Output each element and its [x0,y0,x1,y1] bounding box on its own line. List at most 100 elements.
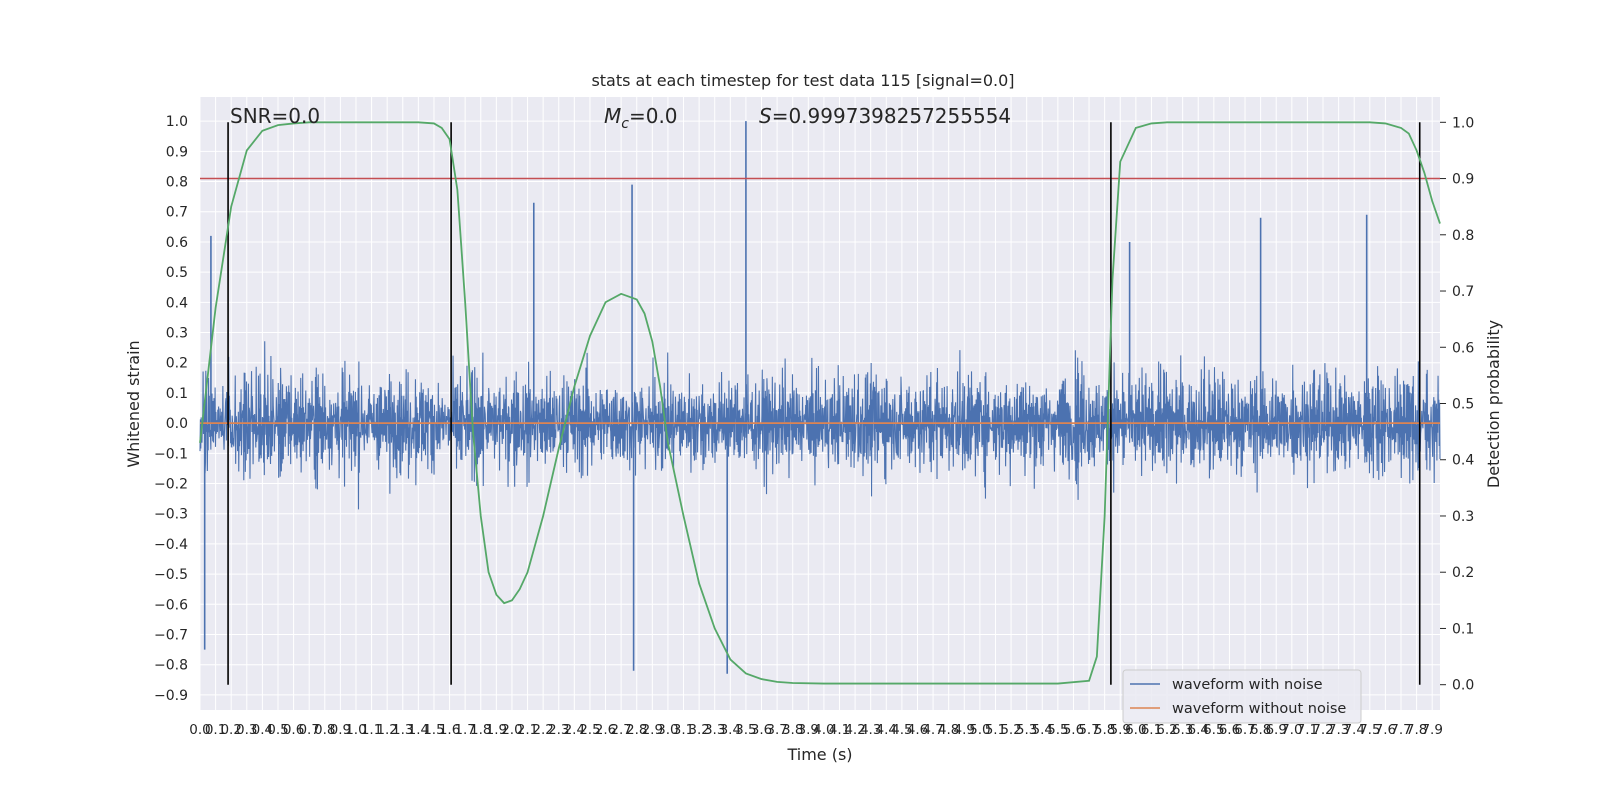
x-tick-label: 0.6 [283,722,304,738]
x-tick-label: 2.7 [610,722,631,738]
y-left-tick-label: 1.0 [166,114,188,130]
x-tick-label: 4.0 [813,722,834,738]
x-tick-label: 4.2 [844,722,865,738]
x-tick-label: 7.7 [1390,722,1411,738]
x-tick-label: 3.7 [766,722,787,738]
x-tick-label: 5.4 [1032,722,1053,738]
y-left-tick-label: −0.8 [154,658,188,674]
x-tick-label: 0.4 [252,722,273,738]
x-tick-label: 2.0 [501,722,522,738]
y-axis-right-label: Detection probability [1484,320,1503,488]
x-tick-label: 2.1 [517,722,538,738]
x-tick-label: 5.8 [1094,722,1115,738]
x-tick-label: 2.6 [595,722,616,738]
x-tick-label: 5.7 [1078,722,1099,738]
y-right-tick-label: 1.0 [1452,115,1474,131]
x-tick-label: 1.3 [392,722,413,738]
x-tick-label: 3.8 [782,722,803,738]
x-tick-label: 0.7 [298,722,319,738]
x-tick-label: 0.2 [220,722,241,738]
x-tick-label: 3.3 [704,722,725,738]
y-left-tick-label: −0.2 [154,477,188,493]
series-waveform-with-noise [199,121,1441,674]
x-tick-label: 0.0 [189,722,210,738]
x-tick-label: 0.1 [205,722,226,738]
x-tick-label: 1.8 [470,722,491,738]
x-tick-label: 5.3 [1016,722,1037,738]
y-left-tick-label: −0.1 [154,446,188,462]
x-tick-label: 4.9 [954,722,975,738]
annotation-s-symbol: S [759,104,772,128]
x-tick-label: 1.6 [439,722,460,738]
x-tick-label: 2.2 [532,722,553,738]
y-axis-right-ticks: 0.0 0.1 0.2 0.3 0.4 0.5 0.6 0.7 0.8 0.9 1.0 [1440,115,1474,694]
x-tick-label: 1.5 [423,722,444,738]
x-tick-label: 0.9 [330,722,351,738]
x-tick-label: 6.6 [1219,722,1240,738]
x-tick-label: 7.3 [1328,722,1349,738]
x-tick-label: 3.4 [720,722,741,738]
x-tick-label: 1.1 [361,722,382,738]
annotation-s-value: =0.9997398257255554 [772,104,1011,128]
y-left-tick-label: 0.7 [166,205,188,221]
x-tick-label: 4.4 [876,722,897,738]
x-tick-label: 1.7 [454,722,475,738]
x-tick-label: 6.8 [1250,722,1271,738]
y-left-tick-label: 0.2 [166,356,188,372]
x-tick-label: 4.6 [907,722,928,738]
y-left-tick-label: −0.6 [154,597,188,613]
x-tick-label: 7.0 [1281,722,1302,738]
annotation-mc-value: =0.0 [629,104,678,128]
y-right-tick-label: 0.6 [1452,340,1474,356]
x-tick-label: 3.1 [673,722,694,738]
legend-label-noise: waveform with noise [1172,677,1323,693]
y-left-tick-label: 0.8 [166,175,188,191]
x-tick-label: 3.0 [657,722,678,738]
overlay-lines [199,121,1441,685]
y-left-tick-label: 0.3 [166,326,188,342]
y-left-tick-label: −0.7 [154,628,188,644]
y-right-tick-label: 0.8 [1452,228,1474,244]
x-tick-label: 7.1 [1297,722,1318,738]
y-right-tick-label: 0.1 [1452,621,1474,637]
y-right-tick-label: 0.9 [1452,172,1474,188]
x-tick-label: 4.3 [860,722,881,738]
x-tick-label: 6.9 [1265,722,1286,738]
x-tick-label: 6.3 [1172,722,1193,738]
x-tick-label: 5.0 [969,722,990,738]
x-tick-label: 6.5 [1203,722,1224,738]
x-tick-label: 2.3 [548,722,569,738]
x-tick-label: 7.5 [1359,722,1380,738]
y-right-tick-label: 0.2 [1452,565,1474,581]
annotation-snr: SNR=0.0 [230,104,320,128]
legend-label-clean: waveform without noise [1172,701,1346,717]
x-tick-label: 5.5 [1047,722,1068,738]
x-tick-label: 5.1 [985,722,1006,738]
x-tick-label: 3.9 [798,722,819,738]
y-left-tick-label: 0.9 [166,144,188,160]
x-tick-label: 6.0 [1125,722,1146,738]
x-tick-label: 2.9 [642,722,663,738]
y-left-tick-label: −0.5 [154,567,188,583]
x-tick-label: 0.3 [236,722,257,738]
annotation-mc-symbol: M [604,104,621,128]
x-tick-label: 7.9 [1421,722,1442,738]
y-left-tick-label: 0.1 [166,386,188,402]
x-tick-label: 1.9 [486,722,507,738]
x-tick-label: 1.0 [345,722,366,738]
legend: waveform with noise waveform without noi… [1122,669,1362,724]
x-tick-label: 4.5 [891,722,912,738]
y-right-tick-label: 0.0 [1452,678,1474,694]
annotation-mc: Mc=0.0 [604,104,678,132]
x-tick-label: 4.7 [922,722,943,738]
y-left-tick-label: 0.6 [166,235,188,251]
x-tick-label: 0.5 [267,722,288,738]
y-left-tick-label: 0.0 [166,416,188,432]
x-tick-label: 2.8 [626,722,647,738]
x-tick-label: 6.4 [1187,722,1208,738]
y-left-tick-label: 0.4 [166,295,188,311]
x-tick-label: 0.8 [314,722,335,738]
legend-frame [1122,669,1362,724]
x-tick-label: 7.2 [1312,722,1333,738]
